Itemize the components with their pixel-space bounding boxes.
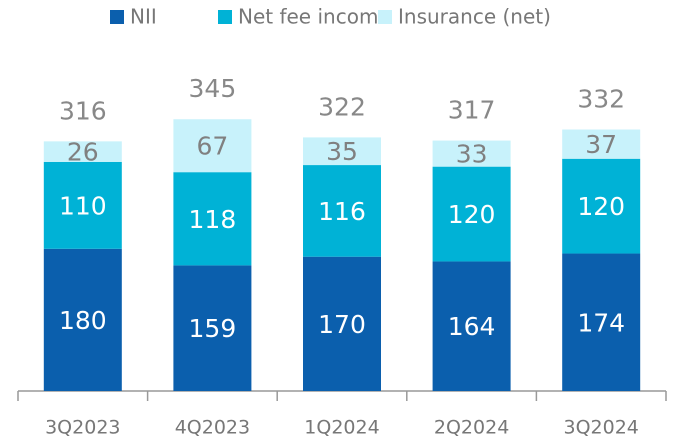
bar-segment [303, 165, 381, 257]
value-label: 26 [67, 138, 99, 167]
value-label: 33 [456, 140, 488, 169]
x-tick-label: 1Q2024 [304, 417, 379, 439]
bar-segment [562, 158, 641, 254]
bar-segment [432, 140, 511, 167]
x-tick-label: 3Q2023 [45, 417, 120, 439]
total-label: 316 [59, 96, 107, 125]
x-tick-label: 3Q2024 [563, 417, 638, 439]
value-label: 110 [59, 191, 107, 220]
legend-label: Net fee income [238, 5, 391, 29]
bar-segment [303, 256, 381, 391]
value-label: 67 [196, 132, 228, 161]
bar-segment [173, 265, 252, 391]
bar-segment [43, 161, 122, 249]
value-label: 170 [318, 310, 366, 339]
value-label: 118 [189, 205, 237, 234]
value-label: 174 [577, 308, 625, 337]
legend-swatch [378, 10, 392, 24]
total-label: 332 [577, 85, 625, 114]
legend-label: Insurance (net) [398, 5, 551, 29]
value-label: 159 [189, 314, 237, 343]
value-label: 120 [577, 192, 625, 221]
value-label: 116 [318, 197, 366, 226]
bar-segment [562, 253, 641, 391]
legend-swatch [218, 10, 232, 24]
bar-segment [173, 172, 252, 266]
legend-label: NII [130, 5, 157, 29]
total-label: 322 [318, 92, 366, 121]
value-label: 37 [585, 130, 617, 159]
total-label: 345 [189, 74, 237, 103]
bar-segment [43, 248, 122, 391]
x-tick-label: 2Q2024 [434, 417, 509, 439]
value-label: 35 [326, 137, 358, 166]
bar-segment [432, 261, 511, 391]
x-tick-label: 4Q2023 [175, 417, 250, 439]
value-label: 180 [59, 306, 107, 335]
value-label: 120 [448, 200, 496, 229]
bar-segment [303, 137, 381, 166]
bar-segment [173, 119, 252, 173]
bar-segment [43, 141, 122, 162]
bar-segment [562, 129, 641, 159]
bar-segment [432, 166, 511, 262]
legend-swatch [110, 10, 124, 24]
total-label: 317 [448, 96, 496, 125]
value-label: 164 [448, 312, 496, 341]
